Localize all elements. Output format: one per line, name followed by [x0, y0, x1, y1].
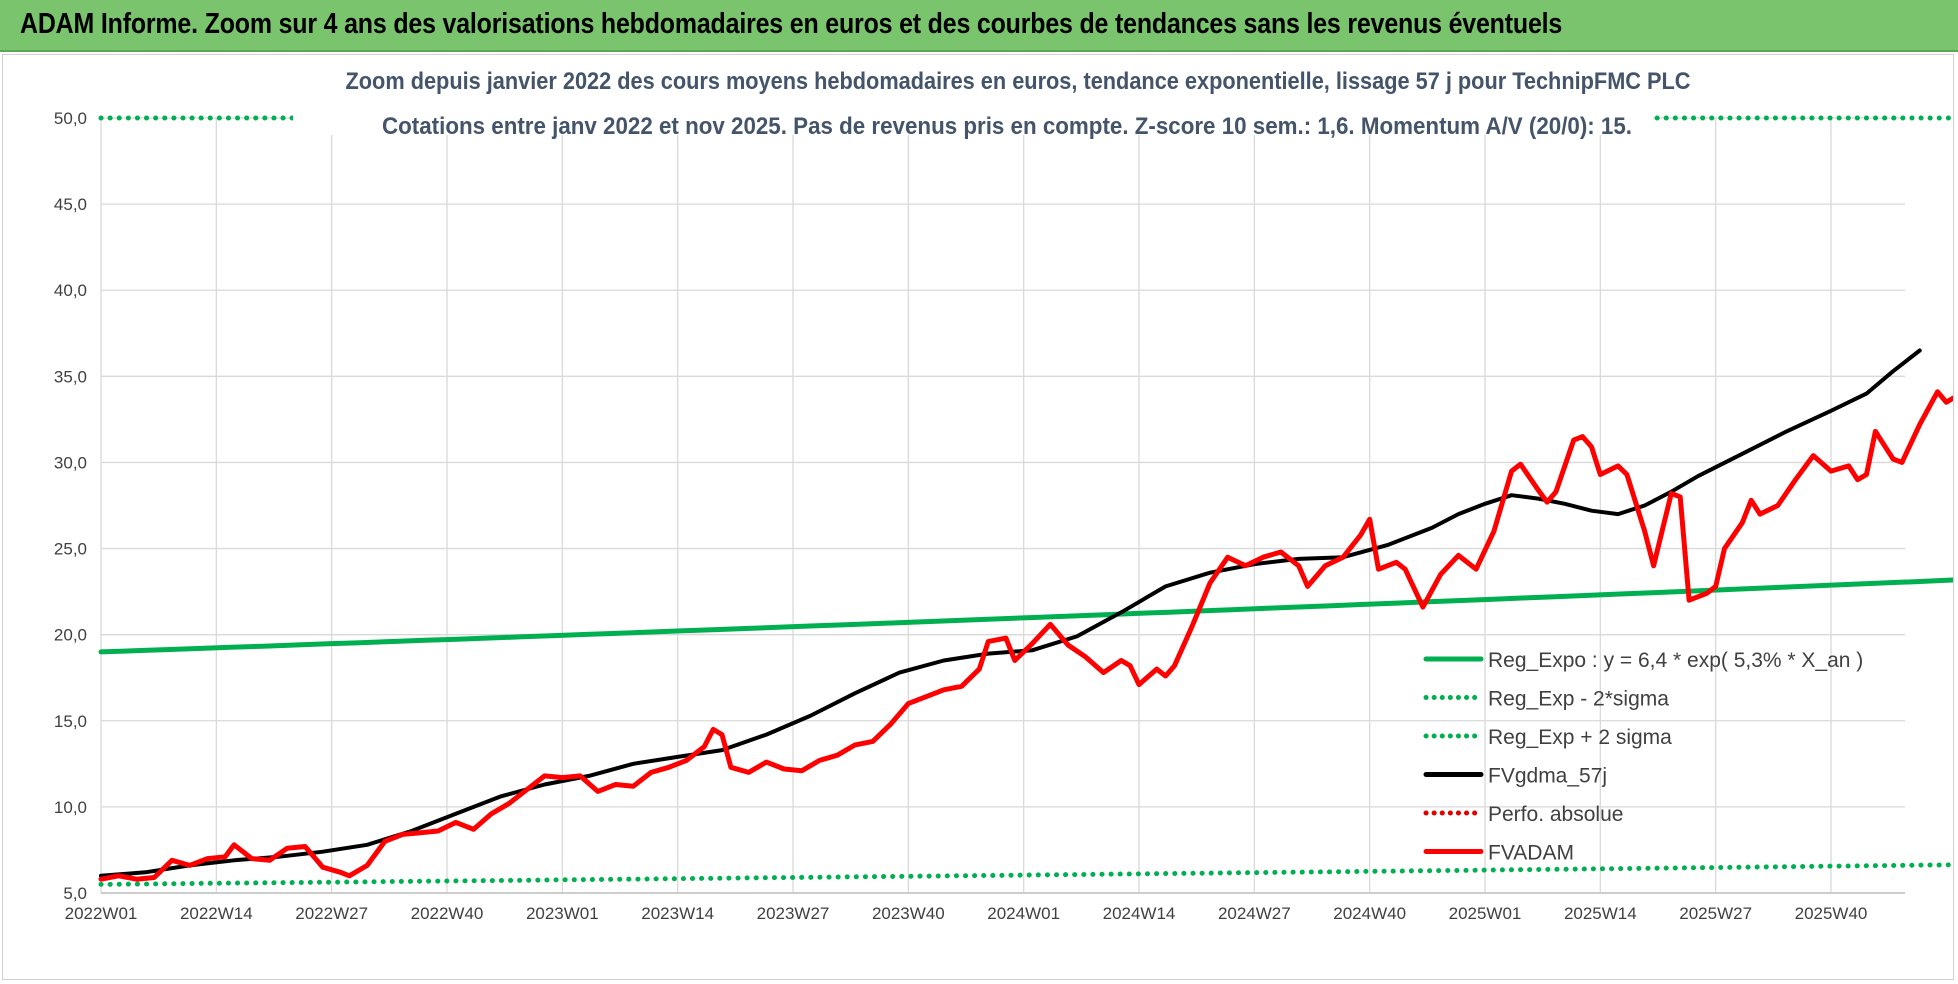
chart: 50,045,040,035,030,025,020,015,010,05,02… — [54, 59, 1953, 923]
legend-label: Reg_Exp + 2 sigma — [1488, 726, 1672, 749]
x-tick-label: 2023W27 — [757, 904, 830, 923]
x-tick-label: 2025W01 — [1449, 904, 1522, 923]
x-tick-label: 2023W40 — [872, 904, 945, 923]
x-tick-label: 2023W14 — [641, 904, 714, 923]
y-tick-label: 25,0 — [54, 540, 87, 559]
top-banner: ADAM Informe. Zoom sur 4 ans des valoris… — [0, 0, 1958, 52]
y-tick-label: 40,0 — [54, 281, 87, 300]
x-tick-label: 2023W01 — [526, 904, 599, 923]
y-tick-label: 50,0 — [54, 109, 87, 128]
title-bg-2 — [293, 99, 1653, 135]
y-tick-label: 5,0 — [63, 884, 87, 903]
x-tick-label: 2022W27 — [295, 904, 368, 923]
x-tick-label: 2024W27 — [1218, 904, 1291, 923]
x-tick-label: 2024W40 — [1333, 904, 1406, 923]
y-tick-label: 35,0 — [54, 367, 87, 386]
legend-label: Perfo. absolue — [1488, 803, 1623, 826]
legend-label: Reg_Exp - 2*sigma — [1488, 688, 1669, 711]
y-tick-label: 10,0 — [54, 798, 87, 817]
chart-title-line-1: Zoom depuis janvier 2022 des cours moyen… — [346, 68, 1691, 95]
series-line-reg-expo-y-6-4-exp-5-3-x-an — [98, 577, 1953, 655]
x-tick-label: 2022W14 — [180, 904, 253, 923]
x-tick-label: 2025W27 — [1679, 904, 1752, 923]
y-tick-label: 15,0 — [54, 712, 87, 731]
x-tick-label: 2024W14 — [1103, 904, 1176, 923]
x-tick-label: 2024W01 — [987, 904, 1060, 923]
x-tick-label: 2022W40 — [411, 904, 484, 923]
legend-label: FVADAM — [1488, 842, 1574, 865]
legend-label: Reg_Expo : y = 6,4 * exp( 5,3% * X_an ) — [1488, 649, 1863, 672]
series-line-fvadam — [98, 389, 1953, 882]
page-title: ADAM Informe. Zoom sur 4 ans des valoris… — [20, 8, 1563, 40]
x-tick-label: 2025W14 — [1564, 904, 1637, 923]
chart-title-line-2: Cotations entre janv 2022 et nov 2025. P… — [382, 113, 1632, 140]
y-tick-label: 30,0 — [54, 453, 87, 472]
x-tick-label: 2022W01 — [65, 904, 138, 923]
series-line-reg-exp-2-sigma — [98, 862, 1953, 887]
legend-label: FVgdma_57j — [1488, 765, 1607, 788]
chart-frame: 50,0 45,0 40,0 35,0 30,0 25,0 20,0 15,0 10,0 5,0 2… — [2, 54, 1954, 980]
series-line-fvgdma-57j — [99, 348, 1922, 878]
y-tick-label: 20,0 — [54, 626, 87, 645]
y-tick-label: 45,0 — [54, 195, 87, 214]
x-tick-label: 2025W40 — [1795, 904, 1868, 923]
title-bg-1 — [293, 59, 1653, 99]
